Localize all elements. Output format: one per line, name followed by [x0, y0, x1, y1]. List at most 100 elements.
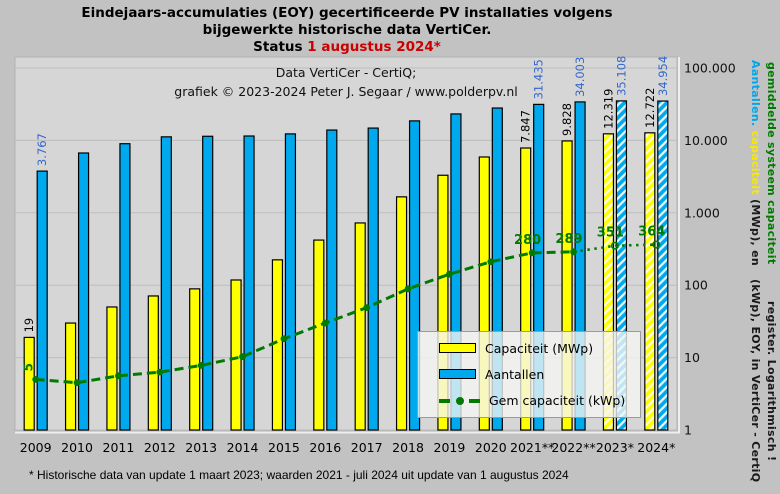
count-bar [574, 101, 586, 431]
footnote: * Historische data van update 1 maart 20… [29, 468, 569, 482]
count-bar-label: 34.003 [573, 57, 587, 97]
count-bar [615, 100, 628, 431]
count-bar [36, 170, 48, 431]
capacity-bar [313, 239, 325, 431]
capacity-bar [602, 133, 615, 431]
legend-label-count: Aantallen [485, 366, 545, 382]
x-tick-label: 2022** [551, 440, 595, 455]
legend-label-avg-capacity: Gem capaciteit (kWp) [489, 393, 626, 409]
count-bar-label: 3.767 [35, 133, 49, 166]
count-bar [284, 133, 297, 431]
capacity-bar [189, 288, 201, 431]
x-tick-label: 2019 [434, 440, 466, 455]
right-axis-title-segment: capaciteit [749, 126, 762, 199]
capacity-bar [147, 295, 159, 431]
avg-point [446, 270, 453, 278]
capacity-bar [271, 259, 284, 431]
avg-point [528, 249, 536, 257]
right-y-axis-title: Aantallen. capaciteit (MWp), en gemiddel… [747, 54, 779, 490]
capacity-swatch-icon [439, 343, 476, 354]
right-axis-title-line-2: (kWp), EOY, in VertiCer - CertiQ registe… [749, 279, 778, 483]
count-bar [367, 127, 379, 431]
y-tick-label: 1 [684, 423, 692, 438]
x-tick-label: 2020 [475, 440, 507, 455]
chart-subtitle: Data VertiCer - CertiQ; grafiek © 2023-2… [15, 63, 677, 101]
count-swatch-icon [439, 369, 476, 380]
capacity-bar [520, 147, 532, 431]
avg-point [32, 375, 40, 383]
avg-point [280, 335, 288, 343]
avg-value-label: 351 [597, 226, 624, 241]
count-bar [243, 135, 255, 431]
count-bar [657, 100, 669, 431]
count-bar [77, 152, 90, 431]
legend-item-count: Aantallen [418, 367, 640, 382]
avg-line-swatch-icon [439, 396, 480, 405]
x-tick-label: 2016 [309, 440, 341, 455]
capacity-bar [644, 132, 656, 431]
avg-point [570, 248, 577, 256]
avg-point [404, 285, 412, 293]
capacity-bar [478, 156, 490, 431]
avg-point-open [652, 240, 661, 249]
chart-title: Eindejaars-accumulaties (EOY) gecertific… [0, 5, 694, 56]
capacity-bar [23, 336, 35, 431]
x-tick-label: 2024* [637, 440, 675, 455]
legend-item-capacity: Capaciteit (MWp) [418, 341, 640, 356]
y-tick-label: 10 [684, 350, 700, 365]
y-tick-label: 10.000 [684, 133, 728, 148]
capacity-bar [437, 174, 449, 431]
capacity-bar-label: 19 [22, 318, 36, 333]
capacity-bar [106, 306, 118, 431]
capacity-bar [64, 322, 77, 431]
count-bar [202, 135, 214, 431]
x-tick-label: 2013 [185, 440, 217, 455]
right-axis-title-line-1: Aantallen. capaciteit (MWp), en gemiddel… [747, 54, 779, 272]
y-tick-label: 100.000 [684, 61, 736, 76]
capacity-bar-label: 12.722 [643, 88, 657, 128]
x-tick-label: 2015 [268, 440, 300, 455]
avg-point [321, 319, 329, 327]
count-bar [326, 129, 338, 431]
capacity-bar-label: 7.847 [519, 110, 533, 143]
chart-legend: Capaciteit (MWp) Aantallen Gem capacitei… [417, 331, 641, 418]
x-tick-label: 2014 [227, 440, 259, 455]
capacity-bar [354, 222, 366, 431]
right-axis-title-segment: Aantallen. [749, 59, 762, 127]
avg-point [363, 304, 371, 312]
x-tick-label: 2021** [510, 440, 554, 455]
x-tick-label: 2009 [20, 440, 52, 455]
x-tick-label: 2018 [392, 440, 424, 455]
avg-point [487, 258, 495, 266]
capacity-bar [230, 279, 242, 431]
avg-point [73, 379, 81, 387]
subtitle-line-2: grafiek © 2023-2024 Peter J. Segaar / ww… [174, 84, 518, 99]
avg-value-label: 289 [555, 232, 582, 247]
title-line-2: bijgewerkte historische data VertiCer. [202, 22, 492, 38]
subtitle-line-1: Data VertiCer - CertiQ; [275, 65, 417, 80]
count-bar-label: 35.108 [614, 56, 628, 96]
x-tick-label: 2023* [596, 440, 634, 455]
avg-value-label: 5 [22, 363, 36, 371]
capacity-bar-label: 9.828 [560, 103, 574, 136]
count-bar [408, 120, 421, 431]
capacity-bar-label: 12.319 [601, 89, 615, 129]
x-tick-label: 2017 [351, 440, 383, 455]
title-line-1: Eindejaars-accumulaties (EOY) gecertific… [81, 5, 613, 21]
capacity-bar [395, 196, 408, 431]
status-date: 1 augustus 2024* [307, 39, 441, 55]
avg-value-label: 280 [514, 233, 541, 248]
avg-value-label: 364 [638, 225, 665, 240]
x-tick-label: 2010 [61, 440, 93, 455]
title-status-line: Status 1 augustus 2024* [0, 39, 694, 56]
count-bar [119, 143, 131, 431]
avg-line-dashed [35, 250, 574, 385]
legend-label-capacity: Capaciteit (MWp) [485, 340, 594, 356]
y-tick-label: 100 [684, 278, 708, 293]
right-axis-title-segment: (MWp), en [749, 199, 762, 267]
x-tick-label: 2011 [103, 440, 135, 455]
right-axis-title-segment: gemiddelde systeem capaciteit [765, 61, 778, 265]
avg-point [197, 362, 205, 369]
avg-point-open [610, 241, 619, 250]
